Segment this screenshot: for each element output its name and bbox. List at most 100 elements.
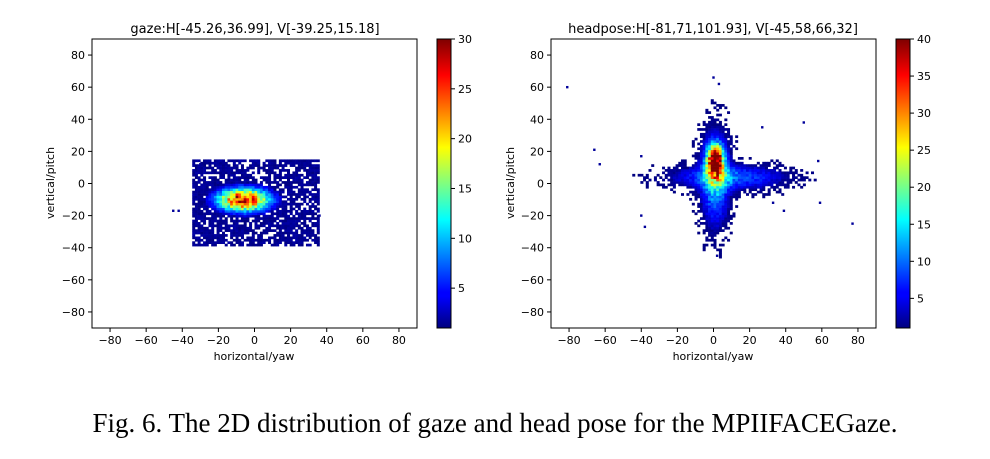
heatmap-cell	[697, 176, 701, 179]
heatmap-cell	[297, 164, 301, 167]
colorbar-tick-label: 5	[458, 282, 465, 295]
heatmap-cell	[240, 166, 244, 170]
heatmap-cell	[767, 178, 771, 182]
heatmap-cell	[219, 202, 223, 206]
heatmap-cell	[249, 229, 253, 232]
heatmap-cell	[702, 212, 706, 216]
heatmap-cell	[213, 195, 217, 199]
heatmap-cell	[259, 236, 263, 240]
heatmap-cell	[262, 185, 266, 189]
heatmap-cell	[721, 181, 725, 184]
heatmap-cell	[203, 181, 207, 184]
heatmap-cell	[205, 159, 209, 163]
heatmap-cell	[246, 200, 250, 204]
heatmap-cell	[278, 219, 282, 223]
heatmap-cell	[219, 207, 223, 211]
heatmap-cell	[727, 132, 731, 136]
heatmap-cell	[713, 200, 717, 204]
heatmap-cell	[238, 197, 242, 201]
x-tick-label: 80	[851, 334, 865, 347]
heatmap-cell	[764, 169, 768, 172]
heatmap-cell	[232, 234, 236, 237]
heatmap-cell	[227, 190, 231, 194]
heatmap-cell	[308, 219, 312, 223]
heatmap-cell	[295, 185, 299, 189]
heatmap-cell	[718, 195, 722, 199]
heatmap-cell	[762, 185, 766, 189]
colorbar-tick-label: 30	[458, 33, 472, 46]
heatmap-cell	[710, 197, 714, 201]
heatmap-cell	[718, 173, 722, 177]
heatmap-cell	[311, 224, 315, 228]
heatmap-cell	[686, 181, 690, 184]
heatmap-cell	[287, 193, 291, 196]
heatmap-cell	[257, 195, 261, 199]
heatmap-cell	[710, 243, 714, 247]
heatmap-cell	[205, 241, 209, 245]
heatmap-cell	[678, 171, 682, 175]
heatmap-cell	[773, 188, 777, 192]
heatmap-cell	[254, 222, 258, 225]
heatmap-cell	[732, 164, 736, 167]
headpose-y-axis-label: vertical/pitch	[504, 147, 517, 219]
heatmap-cell	[681, 181, 685, 184]
heatmap-cell	[197, 243, 201, 247]
heatmap-cell	[273, 188, 277, 192]
heatmap-cell	[759, 164, 763, 167]
heatmap-cell	[759, 185, 763, 189]
heatmap-cell	[251, 205, 255, 208]
heatmap-cell	[251, 209, 255, 213]
heatmap-cell	[718, 209, 722, 213]
heatmap-cell	[746, 181, 750, 184]
heatmap-cell	[232, 197, 236, 201]
heatmap-cell	[270, 200, 274, 204]
heatmap-cell	[265, 159, 269, 163]
heatmap-cell	[254, 217, 258, 220]
heatmap-cell	[249, 226, 253, 230]
x-tick-label: 0	[710, 334, 717, 347]
heatmap-cell	[273, 238, 277, 242]
heatmap-cell	[278, 197, 282, 201]
heatmap-cell	[249, 241, 253, 245]
heatmap-cell	[273, 185, 277, 189]
heatmap-cell	[246, 209, 250, 213]
heatmap-cell	[232, 238, 236, 242]
heatmap-cell	[238, 181, 242, 184]
heatmap-cell	[694, 173, 698, 177]
heatmap-cell	[718, 229, 722, 232]
heatmap-cell	[235, 166, 239, 170]
gaze-heatmap	[172, 159, 321, 247]
heatmap-cell	[718, 104, 722, 107]
heatmap-cell	[697, 166, 701, 170]
colorbar-tick-label: 35	[917, 70, 931, 83]
heatmap-cell	[254, 185, 258, 189]
heatmap-cell	[278, 236, 282, 240]
heatmap-cell	[295, 197, 299, 201]
x-tick-label: −40	[630, 334, 653, 347]
y-tick-label: 40	[530, 113, 544, 126]
heatmap-cell	[708, 130, 712, 134]
heatmap-cell	[303, 183, 307, 187]
heatmap-cell	[297, 234, 301, 237]
heatmap-cell	[238, 229, 242, 232]
heatmap-cell	[632, 173, 636, 177]
heatmap-cell	[721, 217, 725, 220]
heatmap-cell	[697, 202, 701, 206]
heatmap-cell	[194, 231, 198, 235]
heatmap-cell	[708, 120, 712, 124]
heatmap-cell	[289, 238, 293, 242]
heatmap-cell	[732, 173, 736, 177]
heatmap-cell	[640, 173, 644, 177]
heatmap-cell	[194, 202, 198, 206]
heatmap-cell	[257, 185, 261, 189]
heatmap-cell	[756, 190, 760, 194]
heatmap-cell	[238, 190, 242, 194]
heatmap-cell	[716, 161, 720, 165]
heatmap-cell	[216, 238, 220, 242]
heatmap-cell	[705, 188, 709, 192]
heatmap-cell	[289, 217, 293, 220]
heatmap-cell	[197, 236, 201, 240]
heatmap-cell	[246, 185, 250, 189]
heatmap-cell	[705, 166, 709, 170]
heatmap-cell	[748, 173, 752, 177]
